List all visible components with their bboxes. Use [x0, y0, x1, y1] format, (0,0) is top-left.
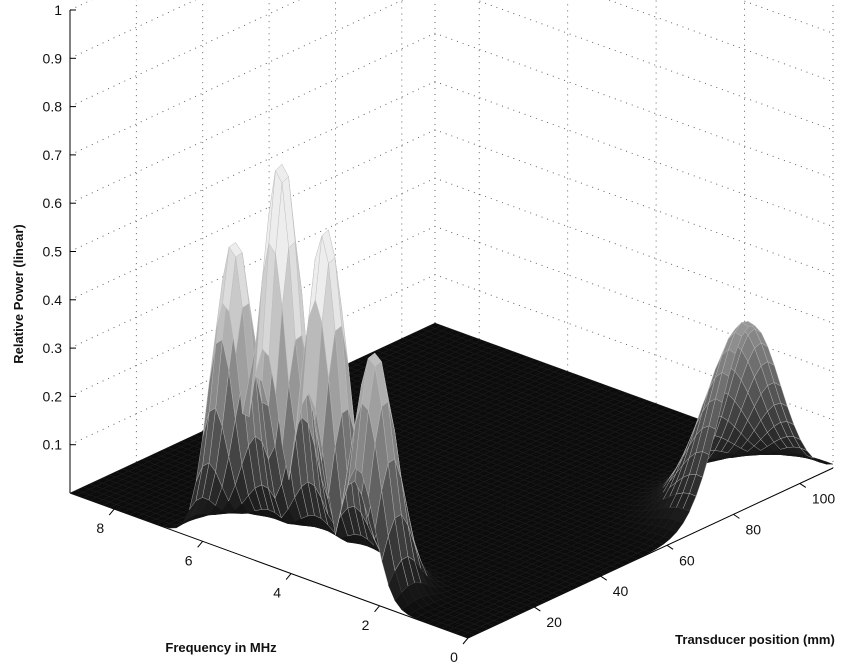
x-tick [600, 575, 608, 581]
x-tick-label: 20 [546, 614, 562, 630]
z-tick-label: 0.7 [43, 147, 63, 163]
y-tick [374, 605, 380, 613]
y-tick [197, 541, 204, 548]
y-axis-label: Frequency in MHz [165, 640, 277, 655]
surface [69, 163, 834, 639]
x-tick-label: 40 [613, 583, 629, 599]
x-tick [733, 513, 740, 519]
y-tick-label: 8 [96, 520, 104, 536]
y-tick [462, 637, 469, 645]
z-tick-label: 0.8 [43, 99, 63, 115]
surface-patch [460, 632, 476, 639]
y-tick-label: 6 [185, 552, 193, 568]
y-tick-label: 4 [273, 585, 281, 601]
z-tick-label: 0.5 [43, 244, 63, 260]
x-axis-label: Transducer position (mm) [675, 632, 835, 647]
z-tick-label: 0.2 [43, 388, 63, 404]
x-tick-label: 60 [679, 552, 695, 568]
z-tick-label: 1 [54, 2, 62, 18]
grid-lines [69, 0, 834, 639]
x-tick [799, 483, 807, 488]
z-tick-label: 0.1 [43, 437, 63, 453]
z-gridline [69, 32, 834, 204]
z-gridline [69, 81, 834, 252]
y-tick-label: 2 [362, 617, 370, 633]
x-tick [534, 606, 541, 612]
z-gridline [69, 0, 834, 59]
tick-labels: 0.1 0.2 0.3 0.4 0.5 0.6 0.7 0.8 0.9 1 0 2 4 6 8 20 40 60 8… [43, 2, 836, 663]
x-tick [666, 544, 674, 550]
z-gridline [69, 177, 834, 349]
z-tick-label: 0.4 [43, 292, 63, 308]
x-tick-label: 100 [812, 490, 836, 506]
z-tick-label: 0.9 [43, 50, 63, 66]
z-axis-label: Relative Power (linear) [11, 224, 26, 363]
x-tick-label: 80 [745, 521, 761, 537]
z-tick-label: 0.3 [43, 340, 63, 356]
z-tick-label: 0.6 [43, 195, 63, 211]
y-tick-label: 0 [450, 649, 458, 663]
z-gridline [69, 0, 834, 108]
z-gridline [69, 129, 834, 301]
z-gridline [69, 0, 834, 156]
y-tick [285, 573, 292, 580]
y-tick [108, 508, 115, 516]
